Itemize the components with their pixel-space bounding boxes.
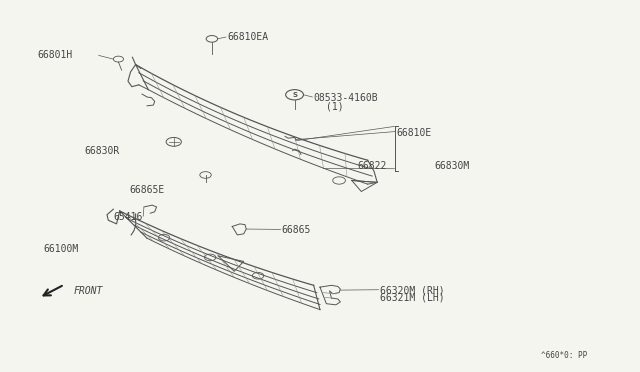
Text: 66801H: 66801H — [37, 51, 72, 60]
Text: 66865E: 66865E — [129, 185, 164, 195]
Text: 66100M: 66100M — [44, 244, 79, 254]
Text: 65416: 65416 — [113, 212, 143, 222]
Text: (1): (1) — [326, 102, 344, 112]
Text: 66321M (LH): 66321M (LH) — [380, 292, 445, 302]
Text: 66822: 66822 — [357, 161, 387, 171]
Text: 66320M (RH): 66320M (RH) — [380, 286, 445, 296]
Text: S: S — [292, 92, 297, 98]
Text: 08533-4160B: 08533-4160B — [314, 93, 378, 103]
Text: 66830M: 66830M — [435, 161, 470, 171]
Text: ^660*0: PP: ^660*0: PP — [541, 351, 588, 360]
Text: 66810EA: 66810EA — [228, 32, 269, 42]
Text: 66865: 66865 — [282, 225, 311, 235]
Text: FRONT: FRONT — [74, 286, 102, 296]
Text: 66830R: 66830R — [84, 146, 120, 156]
Text: 66810E: 66810E — [396, 128, 431, 138]
